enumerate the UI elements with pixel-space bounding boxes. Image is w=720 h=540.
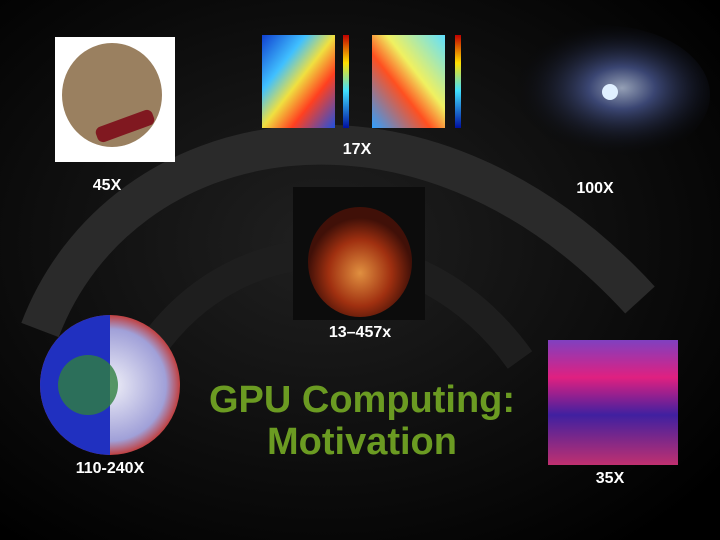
galaxy-image (490, 25, 710, 165)
virus-image (40, 315, 180, 455)
heart-image (293, 187, 425, 320)
head-image (55, 37, 175, 162)
speedup-label: 110-240X (76, 460, 145, 477)
matrix-image (548, 340, 678, 465)
slide-title: GPU Computing: (209, 379, 515, 421)
speedup-label: 13–457x (329, 324, 391, 341)
fluid-images (262, 35, 461, 128)
speedup-label: 17X (343, 141, 372, 158)
logo-swoosh (21, 124, 655, 338)
speedup-label: 35X (596, 470, 625, 487)
speedup-label: 100X (576, 180, 614, 197)
speedup-label: 45X (93, 177, 122, 194)
slide-title: Motivation (267, 421, 457, 463)
